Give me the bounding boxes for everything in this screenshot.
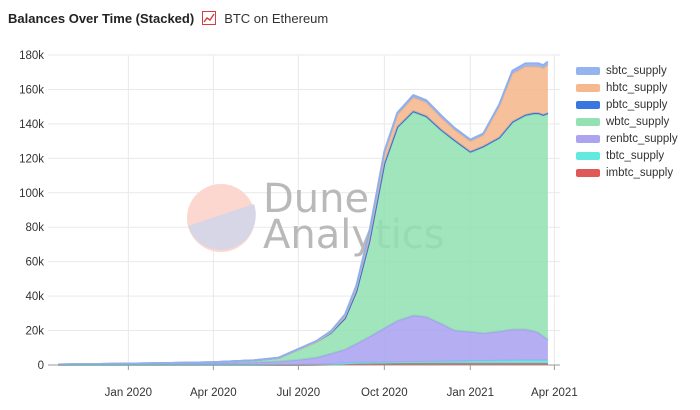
y-tick-label: 100k (19, 188, 44, 200)
legend-label: sbtc_supply (606, 64, 667, 77)
legend-swatch (576, 134, 600, 143)
y-tick-label: 60k (25, 257, 44, 269)
legend-label: renbtc_supply (606, 132, 678, 145)
x-tick-label: Jul 2020 (277, 387, 320, 399)
legend-swatch (576, 83, 600, 92)
y-tick-label: 80k (25, 222, 44, 234)
legend-label: pbtc_supply (606, 98, 668, 111)
legend-label: wbtc_supply (606, 115, 670, 128)
legend-swatch (576, 100, 600, 109)
watermark-logo-lower (188, 204, 256, 250)
legend: sbtc_supply hbtc_supply pbtc_supply wbtc_su… (576, 62, 696, 181)
axes: 0 20k 40k 60k 80k 100k 120k 140k 160k 180k Jan 202… (19, 50, 578, 399)
line-sbtc_supply (58, 60, 549, 366)
legend-item-imbtc_supply[interactable]: imbtc_supply (576, 164, 696, 181)
y-tick-label: 40k (25, 291, 44, 303)
y-tick-label: 160k (19, 84, 44, 96)
y-tick-label: 180k (19, 50, 44, 62)
legend-item-tbtc_supply[interactable]: tbtc_supply (576, 147, 696, 164)
legend-item-sbtc_supply[interactable]: sbtc_supply (576, 62, 696, 79)
area-wbtc_supply (58, 112, 548, 365)
legend-swatch (576, 117, 600, 126)
y-tick-label: 20k (25, 326, 44, 338)
legend-label: imbtc_supply (606, 166, 674, 179)
legend-swatch (576, 151, 600, 160)
legend-label: tbtc_supply (606, 149, 665, 162)
x-tick-label: Apr 2020 (190, 387, 237, 399)
legend-item-renbtc_supply[interactable]: renbtc_supply (576, 130, 696, 147)
legend-label: hbtc_supply (606, 81, 668, 94)
x-tick-label: Oct 2020 (361, 387, 408, 399)
legend-swatch (576, 168, 600, 177)
area-renbtc_supply (58, 315, 548, 365)
chart-header: Balances Over Time (Stacked) BTC on Ethe… (8, 8, 328, 28)
y-tick-label: 140k (19, 119, 44, 131)
y-tick-label: 0 (38, 360, 44, 372)
watermark-line-1: Dune (263, 176, 369, 222)
legend-item-pbtc_supply[interactable]: pbtc_supply (576, 96, 696, 113)
x-tick-label: Jan 2020 (105, 387, 152, 399)
legend-swatch (576, 66, 600, 75)
x-tick-label: Jan 2021 (447, 387, 494, 399)
legend-item-hbtc_supply[interactable]: hbtc_supply (576, 79, 696, 96)
y-tick-label: 120k (19, 153, 44, 165)
line-chart-icon (202, 11, 217, 25)
x-tick-label: Apr 2021 (531, 387, 578, 399)
chart-subtitle: BTC on Ethereum (224, 10, 329, 26)
legend-item-wbtc_supply[interactable]: wbtc_supply (576, 113, 696, 130)
chart-title: Balances Over Time (Stacked) (8, 10, 195, 26)
